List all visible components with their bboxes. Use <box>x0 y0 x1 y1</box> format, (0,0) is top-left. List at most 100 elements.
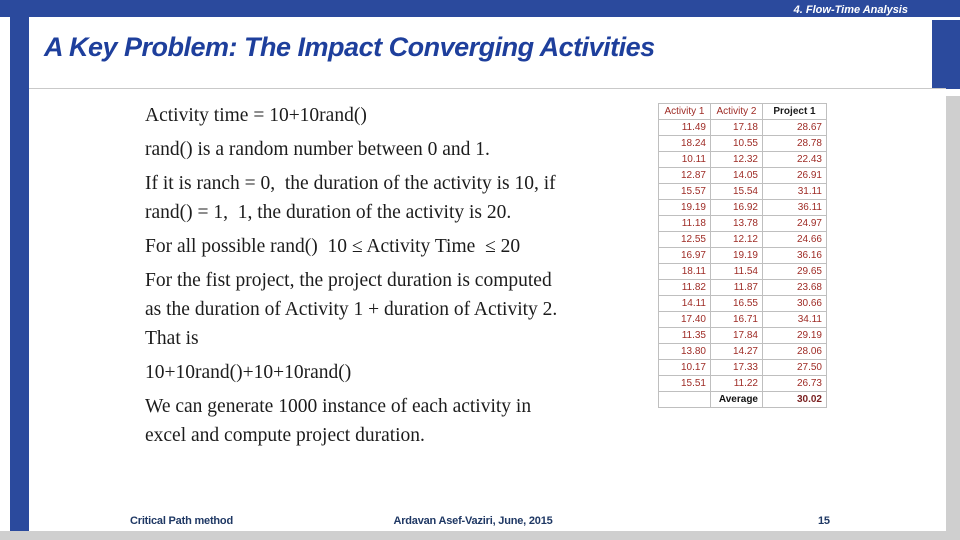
activity-table: Activity 1 Activity 2 Project 1 11.49 17.… <box>658 103 827 408</box>
table-cell: 18.11 <box>658 263 711 280</box>
average-label: Average <box>710 391 763 408</box>
table-cell: 23.68 <box>762 279 827 296</box>
text-line: as the duration of Activity 1 + duration… <box>145 299 558 320</box>
text-line: excel and compute project duration. <box>145 425 425 446</box>
title-divider <box>29 88 946 89</box>
table-cell: 14.11 <box>658 295 711 312</box>
right-page-margin <box>946 96 960 540</box>
table-cell: 29.19 <box>762 327 827 344</box>
text-line: 10+10rand()+10+10rand() <box>145 362 352 383</box>
table-cell: 12.87 <box>658 167 711 184</box>
table-cell: 13.78 <box>710 215 763 232</box>
table-cell: 36.16 <box>762 247 827 264</box>
paragraph: For the fist project, the project durati… <box>145 266 557 353</box>
average-value: 30.02 <box>762 391 827 408</box>
table-cell: 11.35 <box>658 327 711 344</box>
table-cell: 22.43 <box>762 151 827 168</box>
table-cell: 15.57 <box>658 183 711 200</box>
table-cell: 16.92 <box>710 199 763 216</box>
table-cell: 18.24 <box>658 135 711 152</box>
table-cell: 28.67 <box>762 119 827 136</box>
table-cell: 10.17 <box>658 359 711 376</box>
paragraph: rand() is a random number between 0 and … <box>145 135 557 164</box>
col-header-activity1: Activity 1 <box>658 103 711 120</box>
table-cell: 11.54 <box>710 263 763 280</box>
text-line: If it is ranch = 0, the duration of the … <box>145 173 556 194</box>
paragraph: If it is ranch = 0, the duration of the … <box>145 169 557 227</box>
table-row: 15.51 11.22 26.73 <box>658 375 827 392</box>
left-accent-bar <box>10 0 29 531</box>
table-cell: 11.22 <box>710 375 763 392</box>
table-cell: 19.19 <box>658 199 711 216</box>
paragraph: We can generate 1000 instance of each ac… <box>145 392 557 450</box>
table-cell: 34.11 <box>762 311 827 328</box>
table-row: 11.35 17.84 29.19 <box>658 327 827 344</box>
table-cell: 24.97 <box>762 215 827 232</box>
table-cell: 15.54 <box>710 183 763 200</box>
table-cell: 16.71 <box>710 311 763 328</box>
table-row: 10.17 17.33 27.50 <box>658 359 827 376</box>
table-cell: 17.33 <box>710 359 763 376</box>
table-row: 11.82 11.87 23.68 <box>658 279 827 296</box>
body-text: Activity time = 10+10rand() rand() is a r… <box>145 101 557 455</box>
table-row: 13.80 14.27 28.06 <box>658 343 827 360</box>
table-cell: 24.66 <box>762 231 827 248</box>
table-row: 19.19 16.92 36.11 <box>658 199 827 216</box>
activity-table-body: 11.49 17.18 28.67 18.24 10.55 28.78 10.11 12.32… <box>658 119 827 392</box>
table-row: 11.49 17.18 28.67 <box>658 119 827 136</box>
table-cell: 11.49 <box>658 119 711 136</box>
average-row: Average 30.02 <box>658 391 827 408</box>
text-line: For the fist project, the project durati… <box>145 270 552 291</box>
table-row: 18.24 10.55 28.78 <box>658 135 827 152</box>
top-bar: 4. Flow-Time Analysis <box>0 0 960 17</box>
table-row: 18.11 11.54 29.65 <box>658 263 827 280</box>
table-cell: 15.51 <box>658 375 711 392</box>
table-row: 14.11 16.55 30.66 <box>658 295 827 312</box>
table-cell: 16.97 <box>658 247 711 264</box>
table-cell: 19.19 <box>710 247 763 264</box>
table-cell: 13.80 <box>658 343 711 360</box>
table-cell: 16.55 <box>710 295 763 312</box>
table-cell: 12.55 <box>658 231 711 248</box>
table-header-row: Activity 1 Activity 2 Project 1 <box>658 103 827 120</box>
table-cell: 12.12 <box>710 231 763 248</box>
table-cell: 10.11 <box>658 151 711 168</box>
table-row: 17.40 16.71 34.11 <box>658 311 827 328</box>
table-cell: 27.50 <box>762 359 827 376</box>
table-cell: 11.87 <box>710 279 763 296</box>
table-cell: 31.11 <box>762 183 827 200</box>
text-line: Activity time = 10+10rand() <box>145 105 367 126</box>
table-row: 10.11 12.32 22.43 <box>658 151 827 168</box>
table-cell: 17.84 <box>710 327 763 344</box>
paragraph: For all possible rand() 10 ≤ Activity Ti… <box>145 232 557 261</box>
footer: Ardavan Asef-Vaziri, June, 2015 Critical… <box>0 515 946 531</box>
table-row: 15.57 15.54 31.11 <box>658 183 827 200</box>
text-line: rand() is a random number between 0 and … <box>145 139 490 160</box>
table-cell-empty <box>658 391 711 408</box>
section-label: 4. Flow-Time Analysis <box>793 4 908 16</box>
table-cell: 17.40 <box>658 311 711 328</box>
table-cell: 11.82 <box>658 279 711 296</box>
footer-page-number: 15 <box>818 515 830 527</box>
paragraph: 10+10rand()+10+10rand() <box>145 358 557 387</box>
footer-author: Ardavan Asef-Vaziri, June, 2015 <box>393 515 553 527</box>
col-header-activity2: Activity 2 <box>710 103 763 120</box>
col-header-project1: Project 1 <box>762 103 827 120</box>
paragraph: Activity time = 10+10rand() <box>145 101 557 130</box>
table-cell: 28.78 <box>762 135 827 152</box>
table-cell: 10.55 <box>710 135 763 152</box>
text-line: We can generate 1000 instance of each ac… <box>145 396 532 417</box>
table-cell: 26.73 <box>762 375 827 392</box>
corner-accent-block <box>932 20 960 89</box>
table-row: 11.18 13.78 24.97 <box>658 215 827 232</box>
slide-title: A Key Problem: The Impact Converging Act… <box>44 32 655 62</box>
text-line: rand() = 1, 1, the duration of the activ… <box>145 202 512 223</box>
text-line: That is <box>145 328 199 349</box>
table-cell: 28.06 <box>762 343 827 360</box>
table-cell: 30.66 <box>762 295 827 312</box>
table-cell: 14.05 <box>710 167 763 184</box>
bottom-page-margin <box>0 531 960 540</box>
table-row: 12.87 14.05 26.91 <box>658 167 827 184</box>
table-cell: 14.27 <box>710 343 763 360</box>
